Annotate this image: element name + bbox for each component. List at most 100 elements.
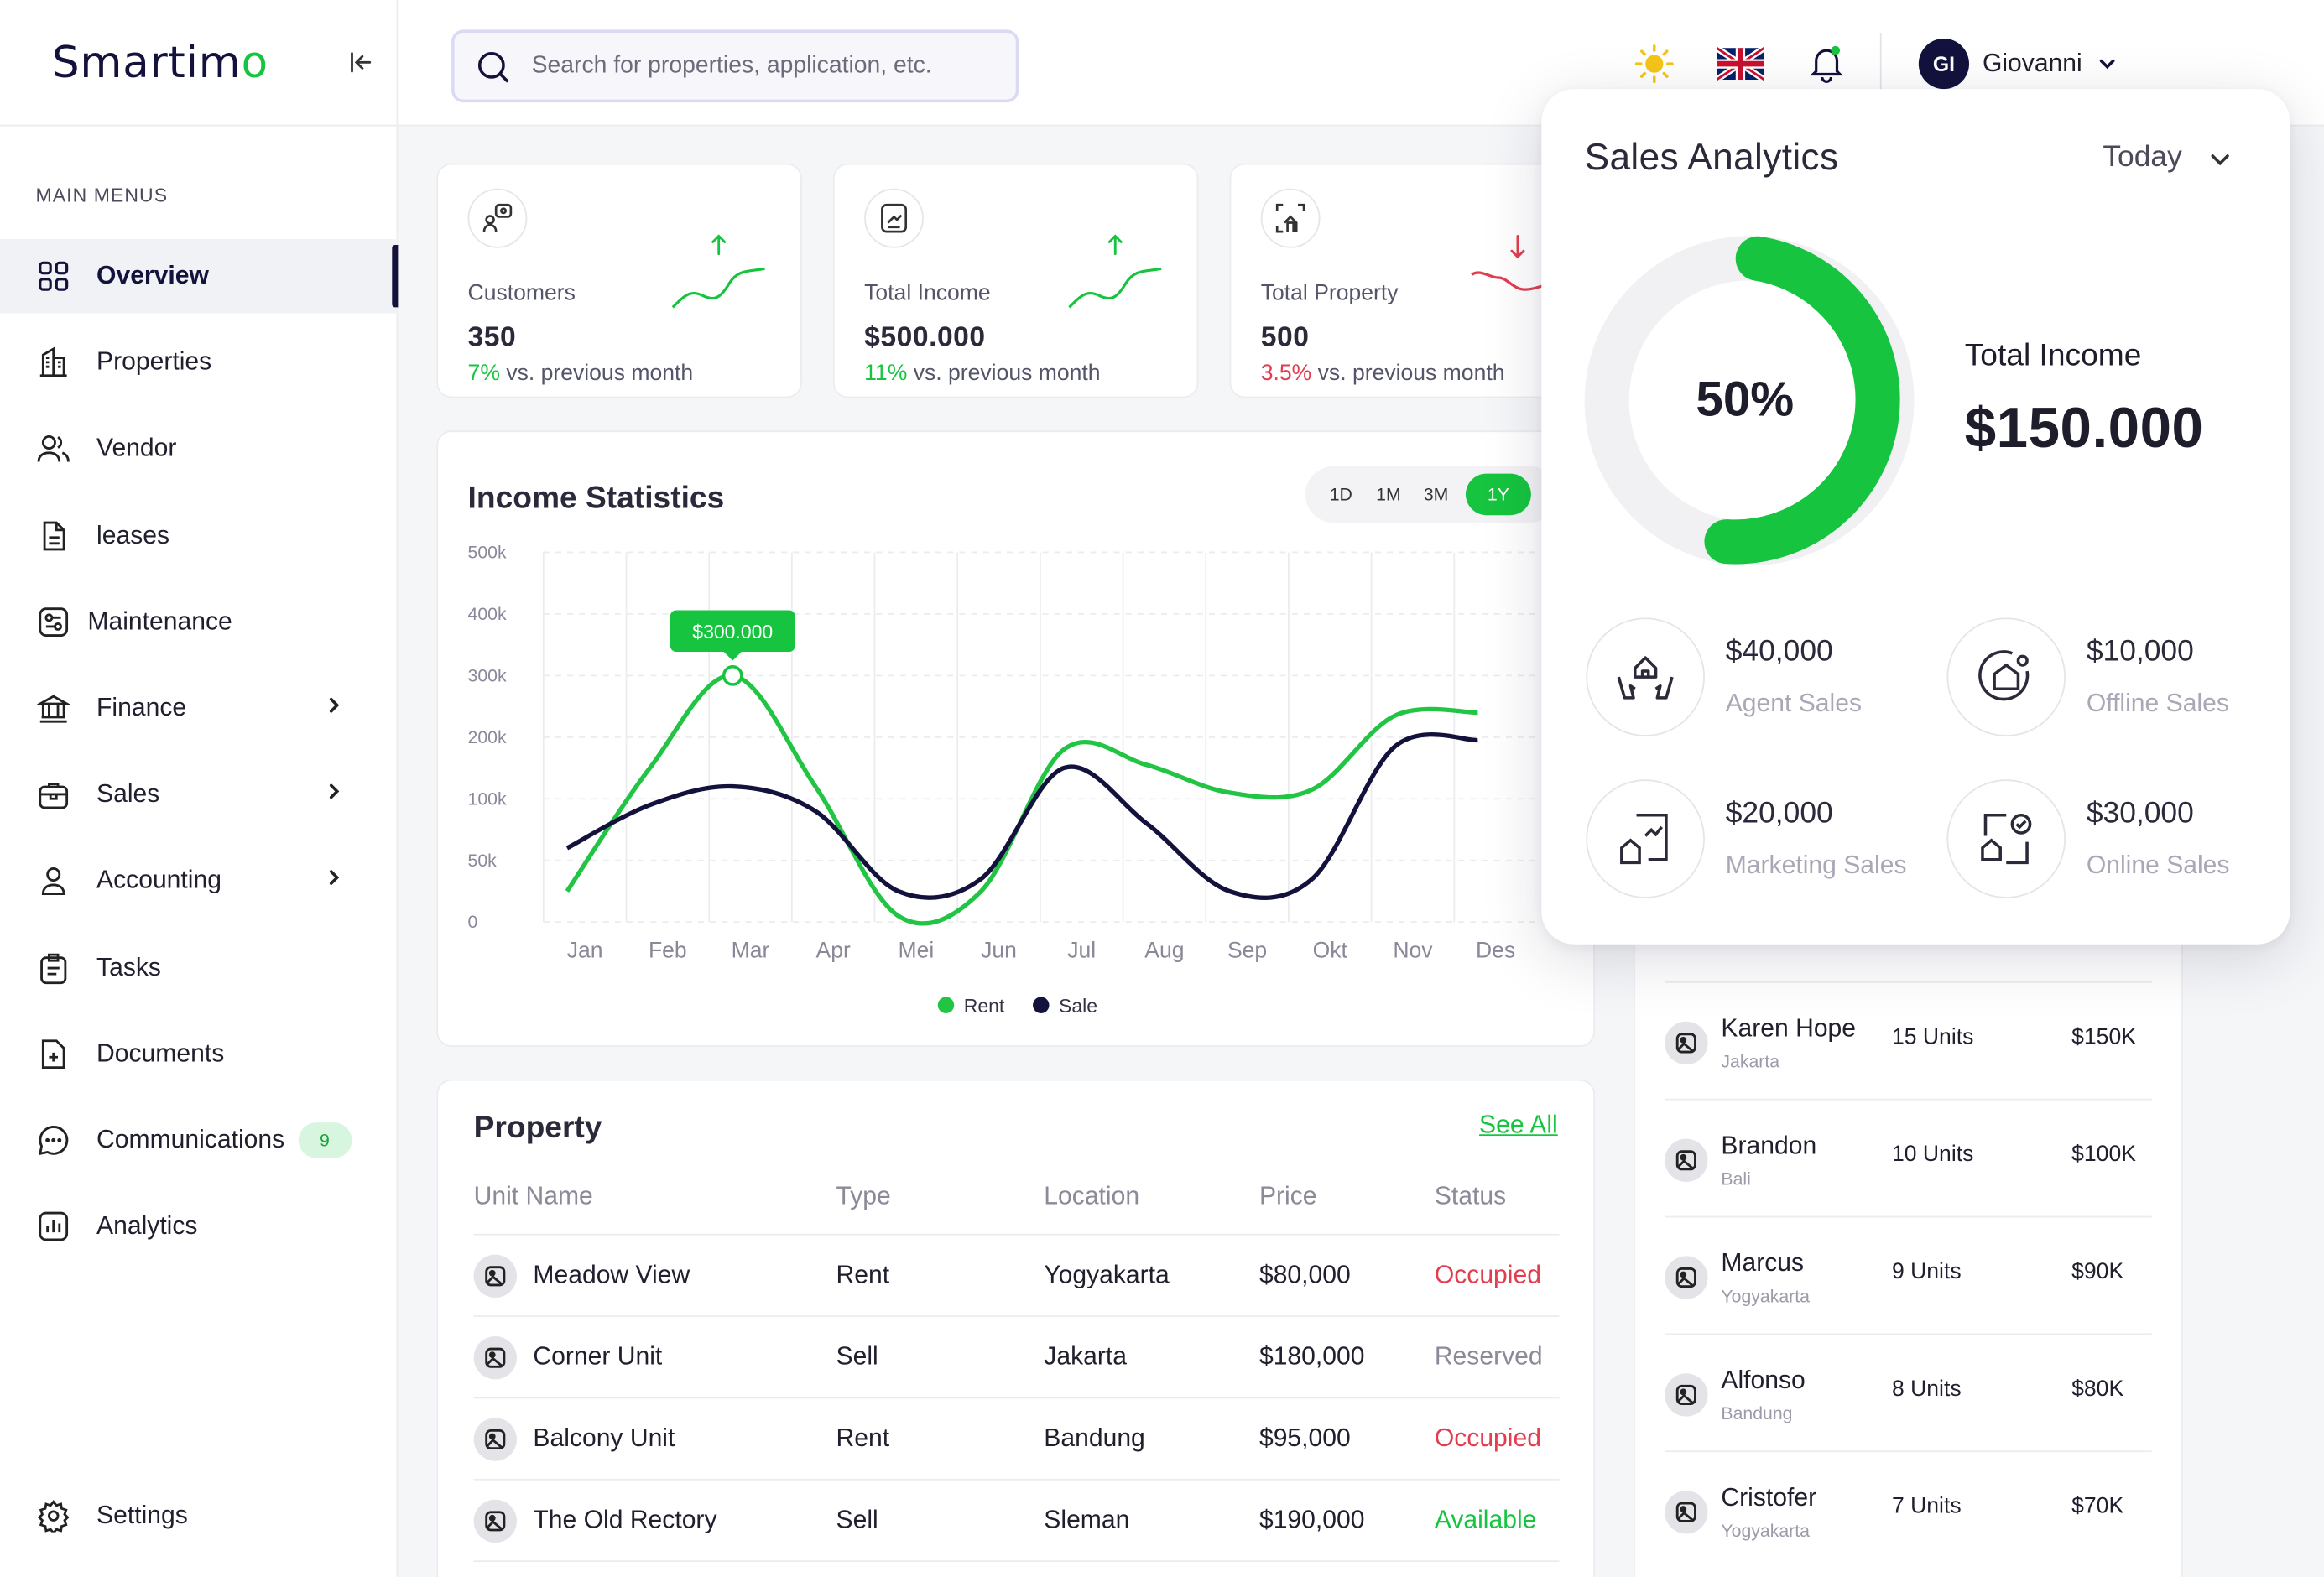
stat-value: 500 <box>1260 322 1310 354</box>
x-tick-label: Feb <box>649 938 687 963</box>
sidebar-item-vendor[interactable]: Vendor <box>0 412 398 487</box>
x-tick-label: Sep <box>1227 938 1267 963</box>
notifications-button[interactable] <box>1798 35 1854 91</box>
location-cell: Bandung <box>1044 1423 1145 1453</box>
clipboard-icon <box>35 950 70 985</box>
x-tick-label: Mar <box>732 938 770 963</box>
see-all-link[interactable]: See All <box>1479 1110 1558 1139</box>
range-tabs: 1D 1M 3M 1Y <box>1305 466 1558 523</box>
sidebar-menu: Overview Properties Vendor leases Mainte… <box>0 238 399 1276</box>
search-input[interactable] <box>531 52 1008 80</box>
location-cell: Yogyakarta <box>1044 1260 1170 1289</box>
stat-value: $500.000 <box>864 322 986 354</box>
logo[interactable]: Smartimo <box>52 37 268 87</box>
list-item[interactable]: Brandon Bali 10 Units $100K <box>1665 1098 2152 1216</box>
search-box[interactable] <box>451 29 1019 103</box>
x-tick-label: Des <box>1476 938 1515 963</box>
sidebar-item-sales[interactable]: Sales <box>0 757 398 832</box>
table-row[interactable]: Corner Unit Sell Jakarta $180,000 Reserved <box>473 1315 1560 1397</box>
tooltip-value: $300.000 <box>692 621 773 643</box>
building-icon <box>35 345 70 380</box>
agent-profit: $90K <box>2071 1258 2124 1285</box>
sidebar-item-communications[interactable]: Communications 9 <box>0 1103 398 1178</box>
y-tick-label: 300k <box>468 665 507 685</box>
property-table-card: Property See All Unit Name Type Location… <box>436 1079 1595 1577</box>
chevron-right-icon <box>329 783 340 799</box>
legend-label: Sale <box>1059 995 1097 1017</box>
stat-value: 350 <box>467 322 517 354</box>
sidebar-item-label: Analytics <box>96 1211 198 1241</box>
agent-units: 9 Units <box>1891 1258 1962 1285</box>
customers-icon <box>467 188 528 248</box>
stat-change: 7% vs. previous month <box>468 361 694 386</box>
table-row[interactable]: Balcony Unit Rent Bandung $95,000 Occupied <box>473 1397 1560 1479</box>
sidebar-item-settings[interactable]: Settings <box>0 1479 398 1554</box>
sidebar-item-label: Documents <box>96 1038 225 1068</box>
list-item[interactable]: Alfonso Bandung 8 Units $80K <box>1665 1333 2152 1450</box>
income-icon <box>864 188 924 248</box>
agent-units: 10 Units <box>1891 1142 1974 1168</box>
sidebar: Smartimo MAIN MENUS Overview Properties … <box>0 0 399 1577</box>
income-statistics-card: Income Statistics 1D 1M 3M 1Y 0 50k 100k 20… <box>436 430 1595 1047</box>
stat-change-percent: 3.5% <box>1260 361 1312 387</box>
trend-up-sparkline <box>671 234 765 309</box>
range-tab-3m[interactable]: 3M <box>1423 484 1449 505</box>
x-tick-label: Mei <box>898 938 934 963</box>
sidebar-item-label: Finance <box>96 693 187 722</box>
user-icon <box>35 863 70 898</box>
chevron-right-icon <box>329 697 340 713</box>
sales-label: Online Sales <box>2086 851 2230 879</box>
table-row[interactable]: Meadow View Rent Yogyakarta $80,000 Occupied <box>473 1233 1560 1315</box>
list-item[interactable]: Karen Hope Jakarta 15 Units $150K <box>1665 981 2152 1099</box>
range-tab-1d[interactable]: 1D <box>1329 484 1352 505</box>
sales-label: Agent Sales <box>1725 689 1863 717</box>
agent-units: 8 Units <box>1891 1376 1962 1402</box>
type-cell: Sell <box>836 1342 878 1371</box>
sidebar-item-leases[interactable]: leases <box>0 498 398 573</box>
users-icon <box>35 431 70 466</box>
sidebar-item-label: Maintenance <box>87 606 232 636</box>
x-tick-label: Aug <box>1144 938 1184 963</box>
range-tab-1m[interactable]: 1M <box>1376 484 1401 505</box>
sales-analytics-title: Sales Analytics <box>1584 136 1839 179</box>
type-cell: Rent <box>836 1260 890 1289</box>
total-income-label: Total Income <box>1964 338 2142 373</box>
sidebar-item-accounting[interactable]: Accounting <box>0 844 398 919</box>
price-cell: $180,000 <box>1258 1342 1365 1371</box>
column-header-type: Type <box>836 1181 891 1210</box>
sidebar-item-tasks[interactable]: Tasks <box>0 930 398 1005</box>
location-cell: Sleman <box>1044 1505 1130 1534</box>
y-tick-label: 0 <box>468 912 478 932</box>
briefcase-icon <box>35 777 70 812</box>
x-tick-label: Apr <box>816 938 851 963</box>
sidebar-item-overview[interactable]: Overview <box>0 238 399 314</box>
sidebar-item-finance[interactable]: Finance <box>0 671 398 746</box>
sidebar-item-documents[interactable]: Documents <box>0 1017 398 1091</box>
period-dropdown[interactable]: Today <box>2103 141 2233 175</box>
range-tab-1y[interactable]: 1Y <box>1465 473 1531 516</box>
list-item[interactable]: Marcus Yogyakarta 9 Units $90K <box>1665 1215 2152 1334</box>
gear-icon <box>35 1498 70 1533</box>
table-divider <box>473 1560 1560 1563</box>
sidebar-item-analytics[interactable]: Analytics <box>0 1189 398 1264</box>
agent-city: Bali <box>1721 1168 1751 1189</box>
uk-flag-icon <box>1717 45 1764 82</box>
sidebar-item-properties[interactable]: Properties <box>0 325 398 400</box>
unit-name-cell: Balcony Unit <box>533 1423 675 1453</box>
user-menu[interactable]: GI Giovanni <box>1918 39 2118 90</box>
sales-amount: $40,000 <box>1725 635 1833 669</box>
collapse-sidebar-button[interactable] <box>340 42 382 84</box>
theme-toggle-button[interactable] <box>1626 35 1682 91</box>
list-item[interactable]: Cristofer Yogyakarta 7 Units $70K <box>1665 1450 2152 1568</box>
agent-avatar-icon <box>1665 1138 1708 1182</box>
agent-city: Jakarta <box>1721 1051 1780 1072</box>
grid-icon <box>35 258 70 294</box>
sales-amount: $30,000 <box>2086 797 2194 830</box>
stat-change-percent: 11% <box>864 361 908 387</box>
column-header-location: Location <box>1044 1181 1140 1210</box>
column-header-price: Price <box>1258 1181 1317 1210</box>
sidebar-item-maintenance[interactable]: Maintenance <box>0 585 398 659</box>
language-button[interactable] <box>1712 35 1769 91</box>
table-row[interactable]: The Old Rectory Sell Sleman $190,000 Availab… <box>473 1478 1560 1560</box>
highlight-point[interactable] <box>722 664 743 686</box>
